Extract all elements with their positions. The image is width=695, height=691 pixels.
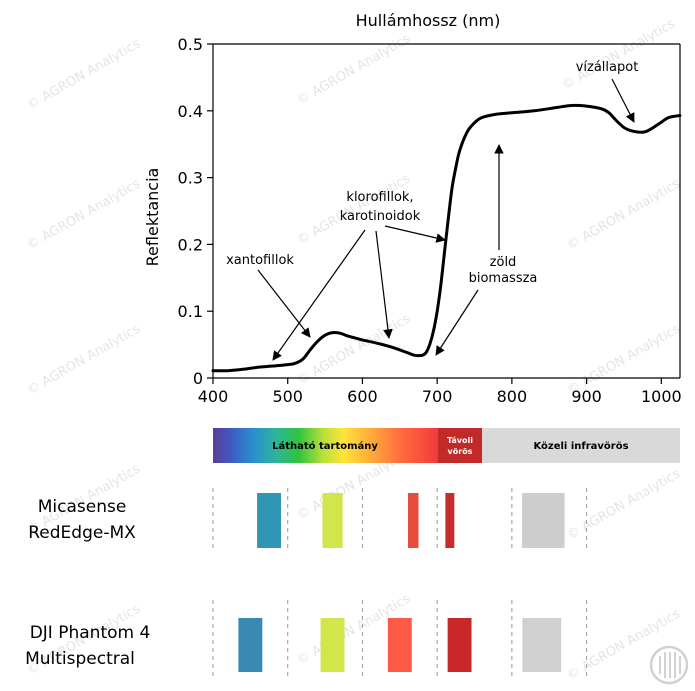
sensor-band [238,618,263,672]
visible-range-label: Látható tartomány [272,440,378,452]
annotation-arrow [384,225,446,243]
y-tick-label: 0.4 [178,102,203,121]
watermark: © AGRON Analytics [560,16,679,93]
watermarks: © AGRON Analytics © AGRON Analytics © AG… [25,16,684,683]
sensor-row-micasense: Micasense RedEdge-MX [28,488,588,548]
annotation-green-biomass-line1: zöld [490,255,517,270]
annotation-arrow [435,289,479,356]
y-tick-label: 0.3 [178,169,203,188]
watermark: © AGRON Analytics [25,36,144,113]
y-tick-label: 0.5 [178,35,203,54]
sensor-band [408,493,419,548]
sensor-row-dji: DJI Phantom 4 Multispectral [25,600,588,680]
sensor-band [447,618,472,672]
sensor-band [387,618,412,672]
annotation-arrow [375,230,393,339]
sensor-band [522,618,562,672]
red-edge-label-line1: Távoli [447,436,473,445]
nir-label: Közeli infravörös [533,441,628,452]
watermark: © AGRON Analytics [295,31,414,108]
y-axis-label: Reflektancia [143,168,162,267]
annotation-arrow [272,229,366,361]
y-tick-label: 0.2 [178,235,203,254]
sensor-band [445,493,455,548]
annotation-arrow [257,269,311,338]
annotation-green-biomass-line2: biomassza [469,271,538,286]
annotation-chlorophylls-line2: karotinoidok [340,209,421,224]
red-edge-label-line2: vörös [448,447,473,456]
watermark: © AGRON Analytics [25,321,144,398]
x-tick-label: 600 [347,387,378,406]
annotation-arrow [611,78,635,123]
sensor-bands [212,488,588,548]
chart-title: Hullámhossz (nm) [356,11,501,30]
annotation-xanthophylls: xantofillok [226,253,294,268]
x-tick-label: 400 [198,387,229,406]
x-tick-label: 1000 [641,387,682,406]
sensor-band [521,493,565,548]
annotations: vízállapot xantofillok klorofillok, karo… [226,60,639,361]
x-tick-label: 700 [422,387,453,406]
sensor-name-line2: RedEdge-MX [28,523,136,543]
y-tick-label: 0.1 [178,302,203,321]
x-tick-label: 800 [497,387,528,406]
sensor-bands [212,600,588,680]
brand-logo [649,645,689,685]
spectrum-bar: Látható tartomány Távoli vörös Közeli in… [213,428,680,463]
visible-range-band [213,428,438,463]
x-tick-label: 900 [571,387,602,406]
watermark: © AGRON Analytics [565,466,684,543]
sensor-band [322,493,343,548]
y-ticks: 0 0.1 0.2 0.3 0.4 0.5 [178,35,213,388]
watermark: © AGRON Analytics [295,311,414,388]
plot-area: 400 500 600 700 800 900 1000 0 0.1 0.2 0.3 0.4 0.5 [178,35,682,406]
sensor-name-line1: DJI Phantom 4 [30,623,151,643]
sensor-name-line1: Micasense [38,497,127,517]
annotation-chlorophylls-line1: klorofillok, [346,190,413,205]
nir-band [482,428,680,463]
sensor-band [257,493,281,548]
y-tick-label: 0 [193,369,203,388]
red-edge-band [438,428,482,463]
annotation-water-status: vízállapot [576,60,639,75]
reflectance-curve [211,103,682,373]
sensor-name-line2: Multispectral [25,649,135,669]
sensor-band [320,618,345,672]
x-ticks: 400 500 600 700 800 900 1000 [198,378,682,406]
x-tick-label: 500 [272,387,303,406]
watermark: © AGRON Analytics [565,176,684,253]
watermark: © AGRON Analytics [25,176,144,253]
